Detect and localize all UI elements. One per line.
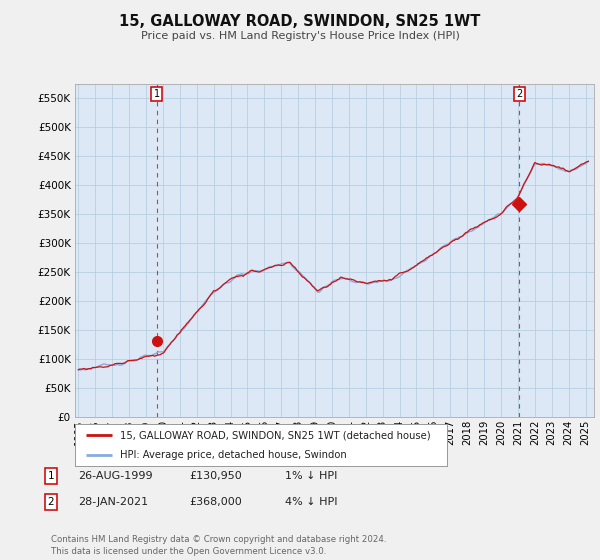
Text: Price paid vs. HM Land Registry's House Price Index (HPI): Price paid vs. HM Land Registry's House …	[140, 31, 460, 41]
Text: £368,000: £368,000	[189, 497, 242, 507]
Text: 28-JAN-2021: 28-JAN-2021	[78, 497, 148, 507]
Text: 4% ↓ HPI: 4% ↓ HPI	[285, 497, 337, 507]
Text: 1: 1	[47, 471, 55, 481]
Text: 2: 2	[47, 497, 55, 507]
Text: 1% ↓ HPI: 1% ↓ HPI	[285, 471, 337, 481]
Text: £130,950: £130,950	[189, 471, 242, 481]
Text: Contains HM Land Registry data © Crown copyright and database right 2024.
This d: Contains HM Land Registry data © Crown c…	[51, 535, 386, 556]
Text: 2: 2	[516, 89, 523, 99]
Text: 15, GALLOWAY ROAD, SWINDON, SN25 1WT: 15, GALLOWAY ROAD, SWINDON, SN25 1WT	[119, 14, 481, 29]
Text: 1: 1	[154, 89, 160, 99]
Text: 15, GALLOWAY ROAD, SWINDON, SN25 1WT (detached house): 15, GALLOWAY ROAD, SWINDON, SN25 1WT (de…	[119, 430, 430, 440]
Text: HPI: Average price, detached house, Swindon: HPI: Average price, detached house, Swin…	[119, 450, 346, 460]
Text: 26-AUG-1999: 26-AUG-1999	[78, 471, 152, 481]
